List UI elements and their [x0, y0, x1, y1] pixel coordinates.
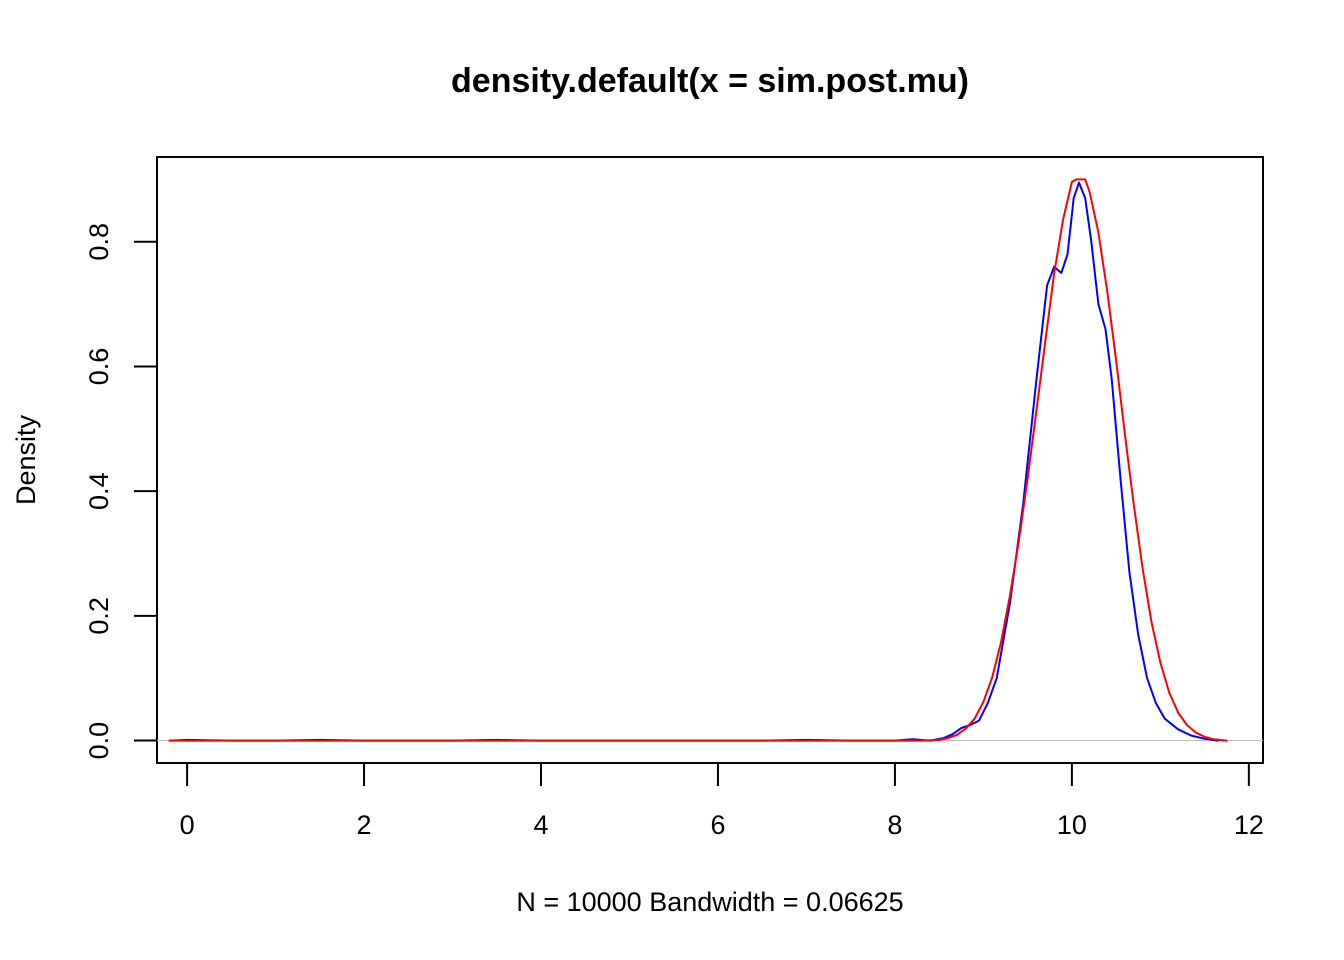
y-tick-label: 0.0 — [84, 722, 114, 760]
x-tick-label: 6 — [710, 810, 725, 840]
y-axis: 0.0 0.2 0.4 0.6 0.8 — [84, 223, 158, 760]
y-tick-label: 0.4 — [84, 472, 114, 510]
density-line-blue — [168, 181, 1219, 742]
x-axis-label: N = 10000 Bandwidth = 0.06625 — [516, 887, 903, 917]
density-line-red — [168, 178, 1228, 742]
y-axis-label: Density — [11, 414, 41, 505]
x-tick-label: 10 — [1057, 810, 1087, 840]
x-tick-label: 4 — [533, 810, 548, 840]
x-tick-label: 0 — [180, 810, 195, 840]
y-tick-label: 0.2 — [84, 597, 114, 635]
y-tick-label: 0.6 — [84, 348, 114, 386]
density-series-layer — [168, 178, 1228, 742]
plot-frame — [156, 156, 1264, 764]
y-tick-label: 0.8 — [84, 223, 114, 261]
chart-title: density.default(x = sim.post.mu) — [451, 62, 969, 100]
x-tick-label: 2 — [357, 810, 372, 840]
x-axis: 0 2 4 6 8 10 12 — [180, 762, 1264, 840]
x-tick-label: 8 — [887, 810, 902, 840]
x-tick-label: 12 — [1234, 810, 1264, 840]
